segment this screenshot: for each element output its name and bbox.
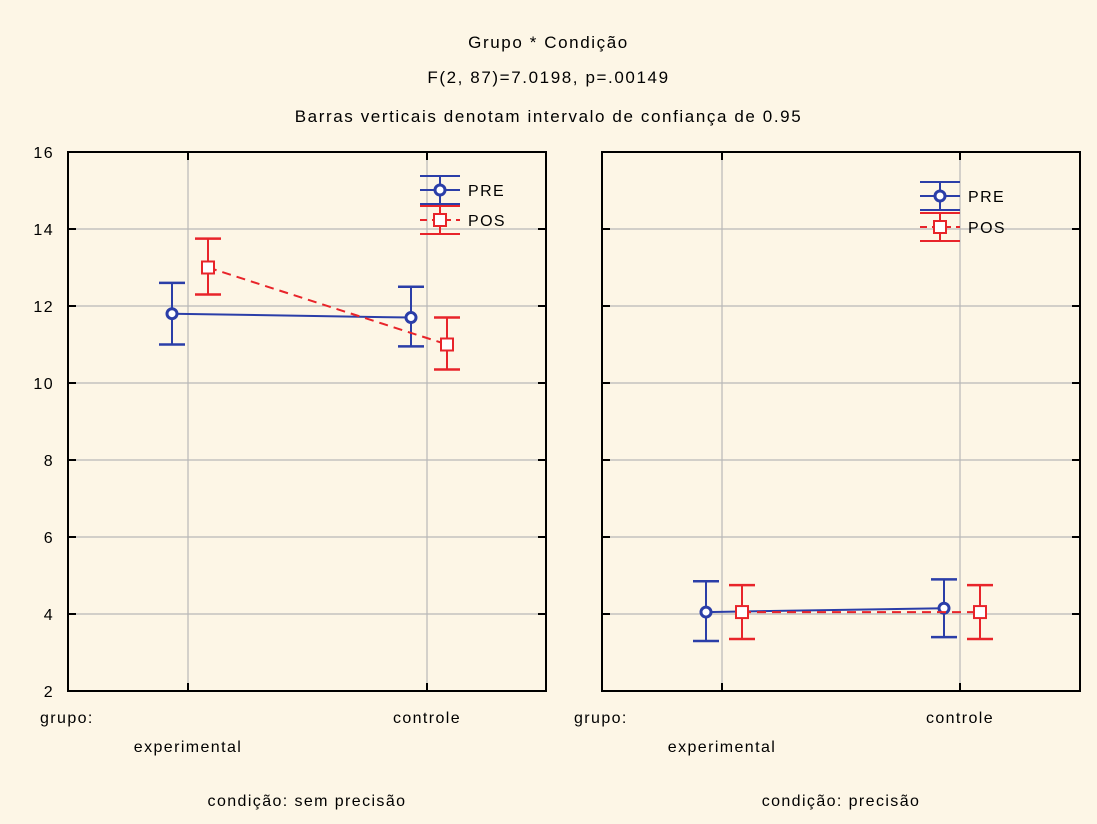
y-tick-label: 6 — [44, 530, 54, 547]
y-tick-label: 16 — [33, 145, 54, 162]
legend-marker-pos — [433, 213, 447, 227]
panel-label: condição: precisão — [762, 793, 921, 810]
data-point-pos — [440, 337, 454, 352]
data-point-pre — [699, 605, 713, 619]
legend: PRE POS — [920, 181, 1006, 242]
group-axis-label: grupo: — [574, 710, 628, 727]
y-tick-label: 2 — [44, 684, 54, 701]
category-label-experimental: experimental — [134, 739, 242, 756]
data-point-pos — [201, 260, 215, 275]
series-line-pre — [171, 312, 412, 319]
panel-label: condição: sem precisão — [208, 793, 407, 810]
y-tick-label: 8 — [44, 453, 54, 470]
data-point-pos — [735, 605, 749, 620]
data-point-pos — [973, 605, 987, 620]
data-point-pre — [404, 311, 418, 325]
legend: PRE POS — [420, 175, 506, 235]
y-tick-label: 12 — [33, 299, 54, 316]
legend-label-pos: POS — [968, 220, 1006, 237]
data-point-pre — [937, 601, 951, 615]
legend-label-pre: PRE — [968, 189, 1005, 206]
y-tick-label: 4 — [44, 607, 54, 624]
y-tick-label: 10 — [33, 376, 54, 393]
legend-label-pos: POS — [468, 213, 506, 230]
chart-title: Grupo * Condição — [468, 33, 629, 52]
legend-marker-pos — [933, 220, 947, 234]
legend-marker-pre — [433, 183, 447, 197]
panel-2: PRE POS grupo: experimental controle condição… — [574, 151, 1081, 810]
legend-marker-pre — [933, 189, 947, 203]
plot-frame — [67, 151, 547, 692]
panel-1: 2 4 6 8 10 12 14 16 PRE POS grupo: experimental cont… — [33, 145, 547, 810]
plot-frame — [601, 151, 1081, 692]
group-axis-label: grupo: — [40, 710, 94, 727]
chart-note: Barras verticais denotam intervalo de co… — [294, 107, 803, 126]
data-point-pre — [165, 307, 179, 321]
category-label-experimental: experimental — [668, 739, 776, 756]
legend-label-pre: PRE — [468, 183, 505, 200]
category-label-controle: controle — [393, 710, 461, 727]
chart-subtitle: F(2, 87)=7.0198, p=.00149 — [427, 68, 670, 87]
category-label-controle: controle — [926, 710, 994, 727]
y-tick-label: 14 — [33, 222, 54, 239]
series-line-pos — [207, 266, 448, 346]
